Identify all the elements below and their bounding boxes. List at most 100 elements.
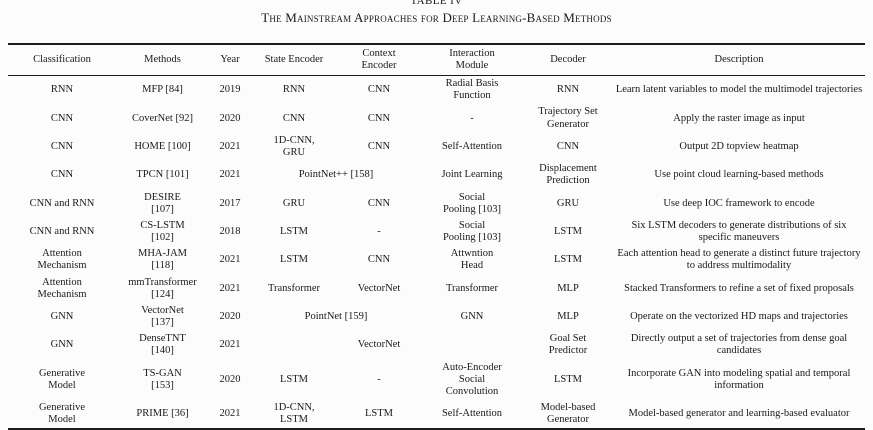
- table-cell: CNN: [50, 112, 74, 124]
- table-row: CNN and RNN CS-LSTM [102] 2018 LSTM - Social …: [8, 218, 865, 246]
- table-cell: LSTM: [279, 225, 308, 237]
- table-cell: Output 2D topview heatmap: [679, 140, 799, 152]
- table-cell: MLP: [557, 282, 579, 294]
- table-cell: Operate on the vectorized HD maps and tr…: [630, 310, 848, 322]
- table-cell: GNN: [50, 339, 74, 351]
- table-cell: MHA-JAM [118]: [137, 248, 187, 272]
- table-cell: 2021: [219, 408, 241, 420]
- table-cell: RNN: [556, 84, 580, 96]
- table-cell: 2018: [219, 225, 241, 237]
- table-cell: 2019: [219, 84, 241, 96]
- column-header-year: Year: [209, 44, 251, 77]
- table-cell: GRU: [556, 197, 580, 209]
- table-cell: 2021: [219, 339, 241, 351]
- table-title-block: TABLE IV The Mainstream Approaches for D…: [0, 0, 873, 25]
- table-cell: Generative Model: [38, 402, 86, 426]
- table-cell: LSTM: [364, 408, 393, 420]
- table-cell: CNN: [367, 254, 391, 266]
- table-cell: -: [377, 225, 381, 237]
- table-cell: [251, 331, 337, 359]
- table-cell: LSTM: [279, 373, 308, 385]
- column-header-description: Description: [613, 44, 865, 77]
- table-number-label: TABLE IV: [410, 0, 463, 7]
- table-cell: Attwntion Head: [450, 248, 494, 272]
- table-cell: TS-GAN [153]: [143, 367, 182, 391]
- table-cell: Incorporate GAN into modeling spatial an…: [627, 367, 851, 391]
- table-cell: Self-Attention: [441, 140, 503, 152]
- table-cell: -: [377, 373, 381, 385]
- table-cell: PointNet++ [158]: [298, 169, 374, 181]
- table-cell: 1D-CNN, GRU: [273, 134, 315, 158]
- table-cell: 2021: [219, 254, 241, 266]
- table-cell: HOME [100]: [134, 140, 191, 152]
- table-row: CNN and RNN DESIRE [107] 2017 GRU CNN Social …: [8, 190, 865, 218]
- table-cell: MLP: [557, 310, 579, 322]
- table-cell: Joint Learning: [441, 169, 503, 181]
- column-header-classification: Classification: [8, 44, 116, 77]
- column-header-decoder: Decoder: [523, 44, 613, 77]
- column-header-state-encoder: State Encoder: [251, 44, 337, 77]
- table-cell: Self-Attention: [441, 408, 503, 420]
- table-cell: 2020: [219, 112, 241, 124]
- table-cell: 1D-CNN, LSTM: [273, 402, 315, 426]
- table-cell: DESIRE [107]: [144, 191, 181, 215]
- table-cell: CNN: [50, 140, 74, 152]
- table-cell: LSTM: [279, 254, 308, 266]
- table-cell: VectorNet: [357, 339, 401, 351]
- header-row: Classification Methods Year State Encode…: [8, 44, 865, 77]
- table-cell: Social Pooling [103]: [442, 219, 502, 244]
- table-cell: Displacement Prediction: [539, 163, 597, 187]
- table-cell: Transformer: [267, 282, 321, 294]
- table-header: Classification Methods Year State Encode…: [8, 44, 865, 77]
- approaches-table: Classification Methods Year State Encode…: [8, 43, 865, 430]
- table-cell: Generative Model: [38, 367, 86, 391]
- column-header-context-encoder: Context Encoder: [337, 44, 421, 77]
- table-cell: RNN: [282, 84, 306, 96]
- table-row: GNN DenseTNT [140] 2021 VectorNet Goal Set P…: [8, 331, 865, 359]
- table-cell: [421, 331, 523, 359]
- table-cell: Model-based Generator: [540, 402, 596, 426]
- table-cell: LSTM: [553, 254, 582, 266]
- table-cell: CNN and RNN: [29, 197, 95, 209]
- table-cell: -: [470, 112, 474, 124]
- table-cell: Auto-Encoder Social Convolution: [442, 361, 502, 397]
- table-cell: 2021: [219, 140, 241, 152]
- table-cell: CNN and RNN: [29, 225, 95, 237]
- table-row: Generative Model PRIME [36] 2021 1D-CNN, LS…: [8, 400, 865, 429]
- table-cell: MFP [84]: [142, 84, 183, 96]
- table-cell: CNN: [50, 169, 74, 181]
- table-cell: LSTM: [553, 373, 582, 385]
- table-cell: Use point cloud learning-based methods: [654, 169, 824, 181]
- table-caption: The Mainstream Approaches for Deep Learn…: [261, 10, 612, 25]
- table-cell: VectorNet: [357, 282, 401, 294]
- table-cell: CS-LSTM [102]: [140, 219, 185, 244]
- table-cell: Learn latent variables to model the mult…: [615, 84, 863, 96]
- table-cell: Trajectory Set Generator: [538, 106, 598, 130]
- table-cell: GNN: [460, 310, 484, 322]
- table-cell: Use deep IOC framework to encode: [663, 197, 815, 209]
- table-row: CNN HOME [100] 2021 1D-CNN, GRU CNN Self-Atte…: [8, 133, 865, 161]
- table-cell: Attention Mechanism: [37, 276, 87, 300]
- table-cell: GRU: [282, 197, 306, 209]
- table-cell: Goal Set Predictor: [548, 333, 588, 357]
- table-row: RNN MFP [84] 2019 RNN CNN Radial Basis Functi…: [8, 76, 865, 105]
- table-row: Attention Mechanism mmTransformer [124] 20…: [8, 275, 865, 303]
- table-row: GNN VectorNet [137] 2020 PointNet [159] GNN M…: [8, 303, 865, 331]
- table-cell: Attention Mechanism: [37, 248, 87, 272]
- table-label-clip: TABLE IV: [0, 0, 873, 8]
- table-body: RNN MFP [84] 2019 RNN CNN Radial Basis Functi…: [8, 76, 865, 430]
- table-cell: 2021: [219, 169, 241, 181]
- table-cell: Stacked Transformers to refine a set of …: [624, 282, 854, 294]
- table-cell: PRIME [36]: [136, 408, 189, 420]
- column-header-methods: Methods: [116, 44, 209, 77]
- table-cell: CNN: [367, 140, 391, 152]
- table-cell: Model-based generator and learning-based…: [628, 408, 850, 420]
- table-cell: CNN: [367, 112, 391, 124]
- table-cell: 2021: [219, 282, 241, 294]
- table-cell: mmTransformer [124]: [128, 276, 197, 300]
- table-cell: 2017: [219, 197, 241, 209]
- table-row: CNN TPCN [101] 2021 PointNet++ [158] Joint L…: [8, 161, 865, 189]
- table-row: Attention Mechanism MHA-JAM [118] 2021 LSTM…: [8, 246, 865, 274]
- column-header-interaction-module: Interaction Module: [421, 44, 523, 77]
